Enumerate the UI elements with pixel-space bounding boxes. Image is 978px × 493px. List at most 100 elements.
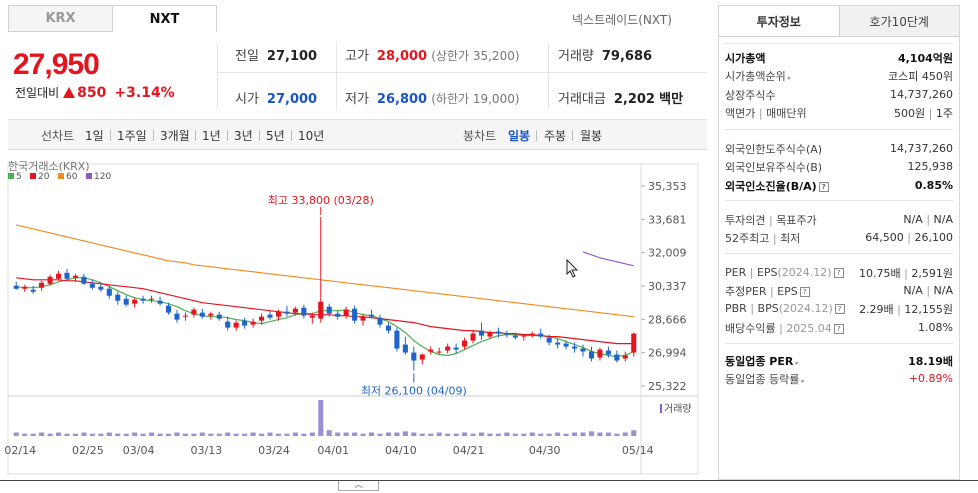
legend-swatch bbox=[86, 173, 92, 179]
candle-body bbox=[199, 312, 205, 317]
info-row: 외국인한도주식수(A) 14,737,260 bbox=[725, 140, 953, 157]
period-10y[interactable]: 10년 bbox=[298, 129, 325, 143]
candle-body bbox=[512, 335, 518, 338]
candle-body bbox=[605, 350, 611, 355]
help-icon[interactable]: ? bbox=[833, 323, 844, 334]
info-row-value: 4,104억원 bbox=[897, 51, 953, 65]
volume-bar bbox=[72, 433, 78, 436]
open-price: 시가 27,000 bbox=[235, 88, 317, 107]
volume-bar bbox=[394, 432, 400, 436]
volume-bar bbox=[563, 433, 569, 436]
divider bbox=[259, 130, 260, 141]
candle-body bbox=[149, 298, 155, 300]
candle-weekly[interactable]: 주봉 bbox=[544, 129, 567, 143]
volume-bar bbox=[529, 432, 535, 436]
volume-bar bbox=[402, 431, 408, 436]
candle-body bbox=[588, 351, 595, 359]
info-row-label: 추정PER | EPS? bbox=[725, 283, 810, 299]
candle-body bbox=[55, 273, 62, 279]
high-price: 고가 28,000 (상한가 35,200) bbox=[345, 45, 520, 64]
volume-bar bbox=[538, 433, 544, 436]
candle-body bbox=[343, 309, 349, 316]
volume-bar bbox=[98, 433, 104, 436]
candle-body bbox=[267, 314, 273, 318]
info-row-value: 125,938 bbox=[907, 160, 954, 173]
candle-body bbox=[352, 308, 358, 321]
high-value: 28,000 bbox=[376, 49, 428, 64]
candle-body bbox=[377, 317, 383, 325]
volume-bar bbox=[81, 432, 87, 436]
help-icon[interactable]: ? bbox=[818, 181, 829, 192]
volume-bar bbox=[614, 433, 620, 436]
candle-body bbox=[250, 321, 256, 325]
period-1w[interactable]: 1주일 bbox=[117, 129, 147, 143]
volume-bar bbox=[555, 432, 561, 436]
volume-bar bbox=[39, 432, 45, 436]
candle-body bbox=[106, 288, 112, 296]
divider bbox=[217, 42, 218, 110]
volume-bar bbox=[140, 433, 146, 436]
info-row-label[interactable]: 동일업종 PER ▸ bbox=[725, 354, 799, 368]
period-5y[interactable]: 5년 bbox=[266, 129, 285, 143]
info-row: 시가총액순위 ▸ 코스피 450위 bbox=[725, 67, 953, 84]
candle-monthly[interactable]: 월봉 bbox=[580, 129, 603, 143]
volume-bar bbox=[267, 432, 273, 436]
candle-body bbox=[326, 306, 332, 314]
candle-body bbox=[580, 348, 586, 352]
volume-bar bbox=[580, 432, 586, 436]
candle-body bbox=[208, 313, 214, 316]
tab-investment-info[interactable]: 투자정보 bbox=[719, 6, 840, 36]
period-3m[interactable]: 3개월 bbox=[160, 129, 190, 143]
line-chart-label[interactable]: 선차트 bbox=[41, 129, 75, 143]
candle-body bbox=[284, 311, 290, 314]
price-chart[interactable]: 한국거래소(KRX)5 20 60 120 35,353 33,681 32,009 30,3… bbox=[0, 150, 707, 480]
info-row-value: 1.08% bbox=[918, 321, 953, 334]
high-annotation: 최고 33,800 (03/28) bbox=[268, 194, 374, 207]
candle-body bbox=[182, 315, 188, 317]
help-icon[interactable]: ? bbox=[799, 286, 810, 297]
info-row-value: 14,737,260 bbox=[890, 142, 953, 155]
info-row: 투자의견 | 목표주가 N/A | N/A bbox=[725, 211, 953, 228]
candle-body bbox=[394, 330, 400, 349]
chevron-right-icon: ▸ bbox=[801, 376, 805, 385]
amount-value: 2,202 bbox=[613, 92, 655, 107]
volume-bar bbox=[521, 433, 527, 436]
info-row-label[interactable]: 동일업종 등락률 ▸ bbox=[725, 372, 805, 386]
info-row-value: 2.29배 | 12,155원 bbox=[859, 302, 953, 316]
candle-body bbox=[360, 316, 366, 321]
candle-body bbox=[521, 335, 527, 337]
volume-bar bbox=[216, 433, 222, 436]
help-icon[interactable]: ? bbox=[834, 304, 845, 314]
volume-bar bbox=[335, 432, 341, 436]
info-row-label[interactable]: 시가총액순위 ▸ bbox=[725, 69, 792, 83]
info-row-value: 코스피 450위 bbox=[888, 69, 953, 83]
candle-body bbox=[39, 282, 45, 288]
low-annotation: 최저 26,100 (04/09) bbox=[361, 384, 467, 397]
period-1d[interactable]: 1일 bbox=[85, 129, 104, 143]
candle-body bbox=[81, 276, 87, 284]
tab-orderbook[interactable]: 호가10단계 bbox=[839, 6, 959, 36]
volume-bar bbox=[495, 433, 501, 436]
period-1y[interactable]: 1년 bbox=[202, 129, 221, 143]
volume: 거래량 79,686 bbox=[558, 45, 652, 64]
volume-bar bbox=[436, 432, 442, 436]
candle-daily[interactable]: 일봉 bbox=[508, 129, 531, 143]
info-row: 시가총액 4,104억원 bbox=[725, 49, 953, 66]
candle-chart-label[interactable]: 봉차트 bbox=[463, 129, 497, 143]
volume-bar bbox=[132, 432, 138, 436]
info-row-label: 외국인소진율(B/A)? bbox=[725, 178, 829, 194]
collapse-toggle[interactable]: ︿ bbox=[338, 481, 379, 491]
period-3y[interactable]: 3년 bbox=[234, 129, 253, 143]
low-price: 저가 26,800 (하한가 19,000) bbox=[345, 88, 520, 107]
help-icon[interactable]: ? bbox=[833, 268, 844, 278]
low-value: 26,800 bbox=[376, 92, 428, 107]
volume-bar bbox=[233, 433, 239, 436]
tab-nxt[interactable]: NXT bbox=[113, 6, 216, 32]
volume-bar bbox=[301, 433, 307, 436]
volume-bar bbox=[445, 433, 451, 436]
tab-krx[interactable]: KRX bbox=[9, 6, 113, 32]
divider bbox=[548, 42, 549, 110]
up-triangle-icon bbox=[63, 87, 76, 98]
candle-body bbox=[445, 346, 451, 351]
volume-bar bbox=[419, 433, 425, 436]
